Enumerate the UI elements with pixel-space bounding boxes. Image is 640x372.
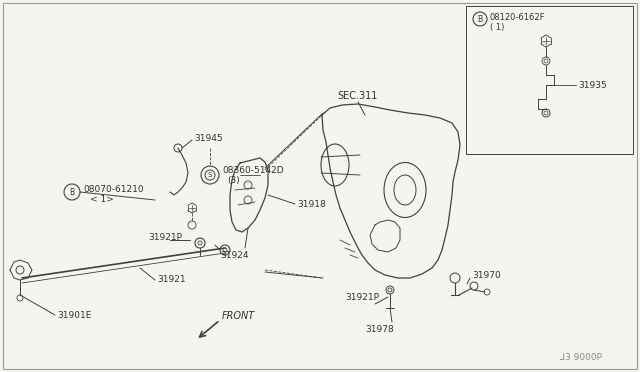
Text: 31945: 31945 bbox=[194, 134, 223, 142]
Text: 31921P: 31921P bbox=[345, 294, 379, 302]
Text: 31978: 31978 bbox=[365, 326, 394, 334]
Text: 08120-6162F: 08120-6162F bbox=[490, 13, 545, 22]
Text: 31921P: 31921P bbox=[148, 232, 182, 241]
Text: FRONT: FRONT bbox=[222, 311, 255, 321]
Text: SEC.311: SEC.311 bbox=[338, 91, 378, 101]
Bar bbox=[466, 6, 633, 154]
Text: ( 1): ( 1) bbox=[490, 22, 504, 32]
Text: 31924: 31924 bbox=[220, 250, 248, 260]
Text: S: S bbox=[208, 172, 212, 178]
Text: 31921: 31921 bbox=[157, 276, 186, 285]
Text: (3): (3) bbox=[227, 176, 240, 185]
Text: B: B bbox=[477, 15, 483, 23]
Text: 31918: 31918 bbox=[297, 199, 326, 208]
Text: B: B bbox=[69, 187, 75, 196]
Text: ⅃3 9000P: ⅃3 9000P bbox=[560, 353, 602, 362]
Text: 08070-61210: 08070-61210 bbox=[83, 185, 143, 193]
Text: 08360-5142D: 08360-5142D bbox=[222, 166, 284, 174]
Text: 31935: 31935 bbox=[578, 80, 607, 90]
Text: 31970: 31970 bbox=[472, 270, 500, 279]
Text: 31901E: 31901E bbox=[57, 311, 92, 320]
Text: < 1>: < 1> bbox=[90, 195, 114, 203]
